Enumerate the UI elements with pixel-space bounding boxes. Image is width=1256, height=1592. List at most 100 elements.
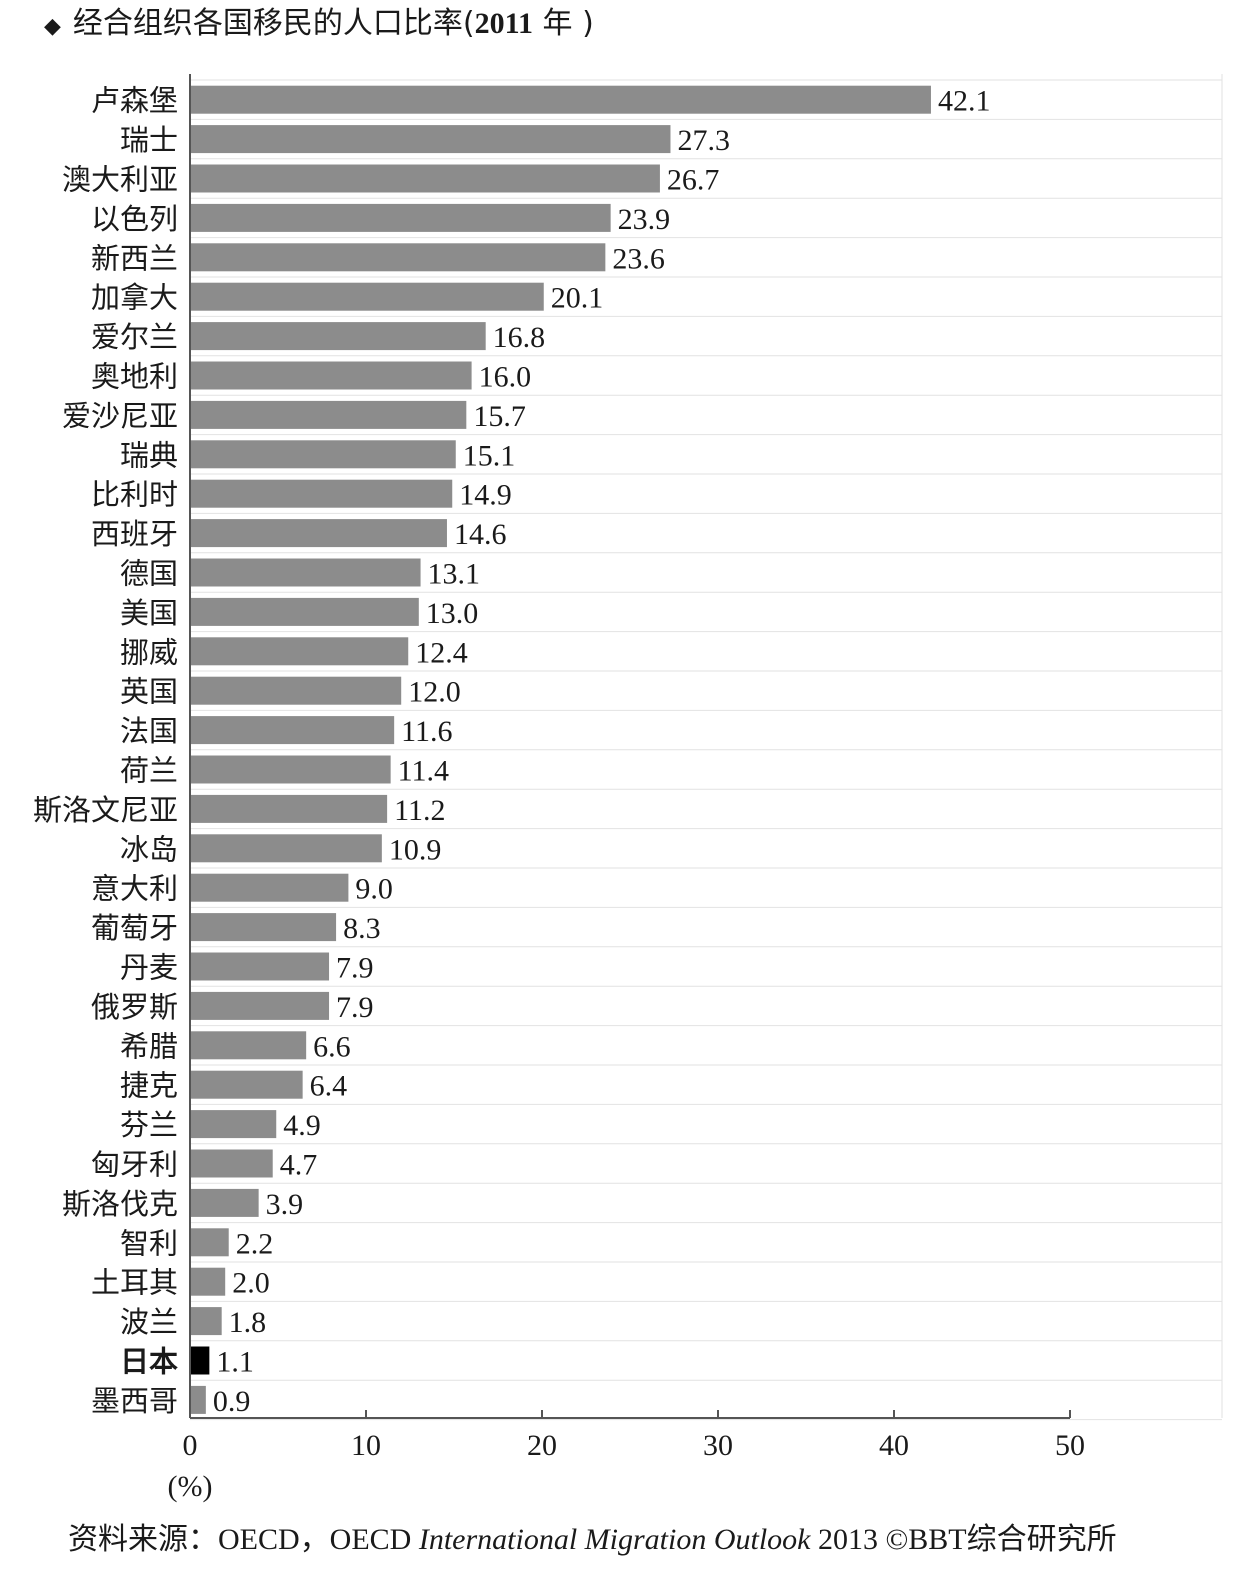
bar: [190, 1307, 222, 1336]
axes: [189, 74, 1071, 1419]
x-tick-label: 50: [1055, 1429, 1085, 1462]
category-label: 奥地利: [91, 360, 178, 394]
category-label: 澳大利亚: [62, 163, 178, 197]
category-label: 斯洛伐克: [62, 1187, 178, 1221]
category-label: 葡萄牙: [91, 911, 178, 945]
value-label: 15.7: [473, 400, 526, 433]
value-label: 13.0: [426, 597, 479, 630]
bar: [190, 952, 330, 981]
bar: [190, 440, 456, 469]
bar: [190, 85, 931, 114]
value-label: 12.4: [415, 636, 468, 669]
value-label: 4.7: [280, 1149, 318, 1182]
bar: [190, 1267, 226, 1296]
bar: [190, 125, 671, 154]
category-label: 墨西哥: [91, 1384, 178, 1418]
bar: [190, 755, 391, 784]
value-label: 2.2: [236, 1227, 274, 1260]
bar: [190, 400, 467, 429]
category-label: 丹麦: [120, 951, 178, 985]
bar: [190, 322, 486, 351]
bar: [190, 676, 402, 705]
bar: [190, 637, 409, 666]
bar: [190, 794, 388, 823]
bar: [190, 597, 419, 626]
source-prefix: 资料来源：OECD，OECD: [68, 1523, 419, 1556]
value-label: 12.0: [408, 676, 461, 709]
bar: [190, 913, 337, 942]
value-label: 7.9: [336, 991, 374, 1024]
value-label: 0.9: [213, 1385, 251, 1418]
value-label: 4.9: [283, 1109, 321, 1142]
value-label: 23.6: [612, 242, 665, 275]
value-label: 11.6: [401, 715, 452, 748]
category-label: 爱尔兰: [91, 320, 178, 354]
source-italic: International Migration Outlook: [418, 1523, 811, 1556]
source-note: 资料来源：OECD，OECD International Migration O…: [68, 1520, 1117, 1560]
category-label: 芬兰: [120, 1108, 178, 1142]
bar: [190, 873, 349, 902]
bars: [190, 85, 931, 1414]
bar: [190, 991, 330, 1020]
value-label: 14.6: [454, 518, 507, 551]
value-label: 9.0: [355, 873, 393, 906]
x-tick-label: 0: [183, 1429, 198, 1462]
bar: [190, 1149, 273, 1178]
value-labels: 42.1 27.3 26.7 23.9 23.620.116.8 16.0 15.7 15.1…: [213, 85, 991, 1418]
value-label: 1.1: [216, 1346, 254, 1379]
value-label: 1.8: [229, 1306, 267, 1339]
source-suffix: 2013 ©BBT综合研究所: [810, 1523, 1117, 1556]
bar-chart: 卢森堡瑞士澳大利亚以色列新西兰加拿大爱尔兰奥地利爱沙尼亚瑞典比利时西班牙德国美国…: [33, 74, 1223, 1503]
x-tick-label: 10: [351, 1429, 381, 1462]
bar: [190, 479, 453, 508]
value-label: 16.8: [493, 321, 546, 354]
value-label: 3.9: [266, 1188, 304, 1221]
value-label: 7.9: [336, 952, 374, 985]
gridlines: [190, 74, 1223, 1421]
category-label: 瑞典: [120, 438, 178, 472]
value-label: 2.0: [232, 1267, 270, 1300]
bar: [190, 558, 421, 587]
x-tick-label: 20: [527, 1429, 557, 1462]
category-label: 荷兰: [120, 754, 178, 788]
value-label: 27.3: [677, 124, 730, 157]
bar: [190, 243, 606, 272]
category-label: 美国: [120, 596, 178, 630]
bar: [190, 1031, 307, 1060]
category-label: 法国: [120, 714, 178, 748]
x-tick-label: 40: [879, 1429, 909, 1462]
value-label: 8.3: [343, 912, 381, 945]
value-label: 15.1: [463, 439, 516, 472]
chart-title: ◆ 经合组织各国移民的人口比率(2011 年 ): [44, 4, 594, 47]
bar: [190, 1228, 229, 1257]
category-label: 匈牙利: [91, 1148, 178, 1182]
x-axis-unit: (%): [168, 1470, 213, 1503]
title-text: 经合组织各国移民的人口比率(: [72, 6, 475, 41]
value-label: 23.9: [618, 203, 671, 236]
value-label: 11.4: [398, 755, 449, 788]
value-label: 14.9: [459, 479, 512, 512]
category-label: 波兰: [120, 1305, 178, 1339]
category-label: 以色列: [91, 202, 178, 236]
value-label: 26.7: [667, 164, 720, 197]
category-label: 爱沙尼亚: [62, 399, 178, 433]
title-suffix: 年 ): [533, 6, 594, 41]
category-label: 意大利: [91, 872, 178, 906]
category-labels: 卢森堡瑞士澳大利亚以色列新西兰加拿大爱尔兰奥地利爱沙尼亚瑞典比利时西班牙德国美国…: [33, 84, 178, 1418]
bar: [190, 282, 544, 311]
value-label: 6.6: [313, 1030, 351, 1063]
bar: [190, 716, 395, 745]
value-label: 13.1: [428, 558, 481, 591]
category-label: 日本: [120, 1345, 178, 1379]
category-label: 智利: [120, 1226, 178, 1260]
category-label: 土耳其: [91, 1266, 178, 1300]
category-label: 斯洛文尼亚: [33, 793, 178, 827]
category-label: 希腊: [120, 1029, 178, 1063]
bar: [190, 1070, 303, 1099]
category-label: 比利时: [91, 478, 178, 512]
diamond-bullet-icon: ◆: [44, 14, 61, 39]
category-label: 德国: [120, 557, 178, 591]
value-label: 6.4: [310, 1070, 348, 1103]
category-label: 挪威: [120, 635, 178, 669]
category-label: 西班牙: [91, 517, 178, 551]
